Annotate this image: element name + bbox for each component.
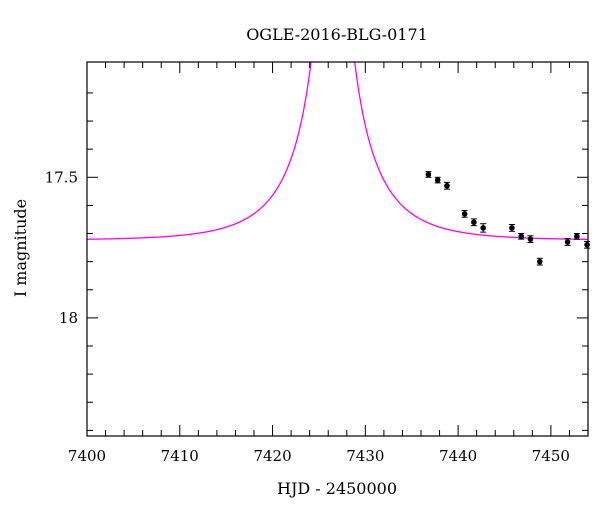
x-axis-title: HJD - 2450000 <box>277 479 397 498</box>
model-curve <box>87 62 588 241</box>
plot-area: 7400 7410 7420 7430 7440 7450 17.5 18 <box>45 61 591 465</box>
x-tick-label: 7450 <box>532 447 570 465</box>
data-point <box>434 177 441 183</box>
data-point <box>461 211 468 217</box>
data-point <box>584 241 590 248</box>
data-point <box>564 239 571 245</box>
data-point <box>536 258 543 265</box>
x-tick-label: 7430 <box>346 447 384 465</box>
x-tick-label: 7400 <box>68 447 106 465</box>
x-tick-label: 7420 <box>253 447 291 465</box>
data-point <box>425 171 432 178</box>
data-point <box>574 233 580 240</box>
data-point <box>471 219 477 226</box>
data-point <box>509 225 515 231</box>
data-point <box>518 233 524 240</box>
data-point <box>527 236 534 242</box>
y-tick-label: 18 <box>59 309 78 327</box>
plot-frame <box>86 61 589 437</box>
y-axis-title: I magnitude <box>11 199 30 297</box>
data-point <box>444 182 450 189</box>
y-tick-label: 17.5 <box>45 168 78 186</box>
x-tick-label: 7440 <box>439 447 477 465</box>
x-tick-label: 7410 <box>161 447 199 465</box>
data-point <box>480 225 486 231</box>
chart-title: OGLE-2016-BLG-0171 <box>246 25 428 44</box>
